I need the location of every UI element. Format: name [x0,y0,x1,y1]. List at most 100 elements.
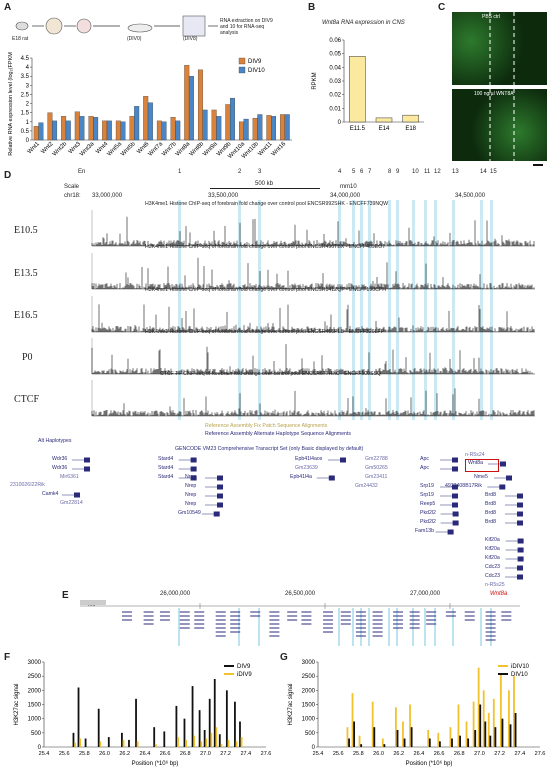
gene-exon [517,520,523,526]
gene-label-fam13b: Fam13b [415,528,435,534]
plate-icon [182,15,206,37]
gene-exon [517,547,524,553]
signal-bar-div10 [360,744,363,747]
gene-label-nrep: Nrep [185,492,197,498]
track-stage-e165: E16.5 [14,310,38,321]
coord-2: 34,000,000 [330,193,361,199]
gene-exon [500,461,506,467]
signal-bar-div10 [484,721,487,747]
x-tick-label: Wnt16 [271,141,288,158]
y-tick-label: 2000 [302,688,316,694]
y-tick-label: 0 [338,120,342,126]
signal-bar-idiv9 [99,741,102,747]
signal-track-4 [91,388,535,416]
y-tick-label: 1000 [302,717,316,723]
workflow-label-div0: (DIV0) [127,36,142,42]
y-tick-label: 3000 [28,660,42,666]
x-tick-label: 25.6 [59,751,70,757]
bar-div10-wnt8a [188,76,194,141]
wnt8a-label: 100 ng/µl WNT8A [474,91,514,97]
x-tick-label: 26.4 [140,751,151,757]
x-tick-label: 26.4 [414,751,425,757]
gene-label-cdc23: Cdc23 [485,573,500,579]
y-tick-label: 3000 [302,660,316,666]
y-tick-label: 500 [31,731,42,737]
workflow-svg [15,15,218,37]
x-tick-label: 27.2 [494,751,505,757]
gene-exon [452,520,459,526]
bar-div9-wnt8b [197,69,203,141]
x-tick-label: Wnt5b [120,141,137,158]
y-tick-label: 0.02 [329,93,341,99]
peak-number: 11 [424,169,431,175]
signal-bar-idiv9 [240,737,243,747]
signal-bar-div9 [203,730,206,747]
e-highlight [480,608,482,646]
gene-label-mir6361: Mir6361 [60,474,79,480]
x-tick-label: E18 [405,126,416,132]
gene-label-gm23639: Gm23639 [295,465,318,471]
e-highlight [368,608,370,646]
bar-e11.5 [349,56,366,123]
signal-bar-idiv10 [402,721,404,747]
x-tick-label: 26.2 [393,751,404,757]
gene-label-epb41l4a: Epb41l4a [290,474,312,480]
gene-exon [452,457,458,463]
signal-bar-div10 [373,727,376,747]
y-tick-label: 2 [26,102,30,108]
microscopy-image-wnt8a: 100 ng/µl WNT8A [452,89,547,161]
y-tick-label: 0 [38,745,42,751]
legend-swatch-div10 [238,66,246,74]
x-tick-label: E11.5 [350,126,366,132]
gene-exon [74,492,80,498]
bar-div10-wnt5a [120,121,126,141]
signal-bar-div9 [234,701,236,747]
bar-div10-wnt7b [175,120,181,141]
signal-bar-div9 [218,734,221,747]
gene-label-gm10549: Gm10549 [178,510,201,516]
signal-bar-div10 [514,713,517,747]
signal-track-2 [91,304,535,332]
bar-div10-wnt2b [65,120,71,141]
bar-div9-wnt3a [88,116,94,141]
signal-bar-div9 [183,718,186,747]
enhancer-highlight [452,200,455,420]
e-rn6-box [80,600,106,605]
gene-exon [517,556,524,562]
gene-label-brd8: Brd8 [485,510,496,516]
peak-number: 9 [396,169,400,175]
signal-bar-div10 [451,738,453,747]
signal-bar-idiv10 [358,735,361,747]
track-title-ctcf: CTCF TF ChIP-seq of forebrain fold chang… [160,371,382,377]
bar-div9-wnt10b [252,117,258,141]
tube-icon [76,18,92,34]
gene-exon [213,511,220,517]
gene-label-gm24432: Gm24432 [355,483,378,489]
genome-browser-tracks [91,200,535,420]
coord-3: 34,500,000 [455,193,486,199]
bar-div9-wnt16 [280,114,286,141]
bar-div9-wnt2 [47,112,53,141]
peak-number: 4 [338,169,342,175]
gene-label-stard4: Stard4 [158,474,174,480]
peak-number: 12 [434,169,441,175]
signal-bar-div10 [353,721,356,747]
e-highlight [424,608,426,646]
h3k27ac-div10-chart: 0 500 1000 1500 2000 2500 3000 25.4 25.6 25.8 26.0… [288,660,545,767]
signal-bar-div9 [213,679,216,747]
bar-div9-wnt3 [74,111,80,141]
signal-bar-idiv9 [227,739,230,747]
x-tick-label: E14 [379,126,390,132]
gene-label-brd8: Brd8 [485,501,496,507]
gene-label-nrep: Nrep [185,501,197,507]
y-axis-label: Relative RNA expression level (log₂(FPKM… [8,52,14,156]
gene-label-stard4: Stard4 [158,456,174,462]
y-axis-label: H3K27ac signal [288,683,294,725]
peak-number: 14 [480,169,487,175]
signal-bar-idiv9 [220,744,223,747]
signal-bar-div10 [410,727,413,747]
x-tick-label: 25.4 [313,751,324,757]
bar-div9-wnt5a [115,120,121,141]
enhancer-highlight [368,200,371,420]
